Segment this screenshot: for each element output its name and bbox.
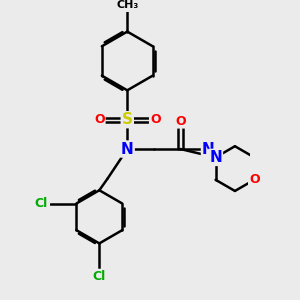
Text: CH₃: CH₃ — [116, 0, 138, 10]
Text: S: S — [122, 112, 133, 127]
Text: O: O — [175, 115, 186, 128]
Text: O: O — [249, 173, 260, 186]
Text: O: O — [94, 113, 105, 126]
Text: N: N — [209, 150, 222, 165]
Text: Cl: Cl — [34, 197, 47, 210]
Text: N: N — [121, 142, 134, 157]
Text: N: N — [202, 142, 215, 157]
Text: O: O — [150, 113, 160, 126]
Text: Cl: Cl — [93, 270, 106, 283]
